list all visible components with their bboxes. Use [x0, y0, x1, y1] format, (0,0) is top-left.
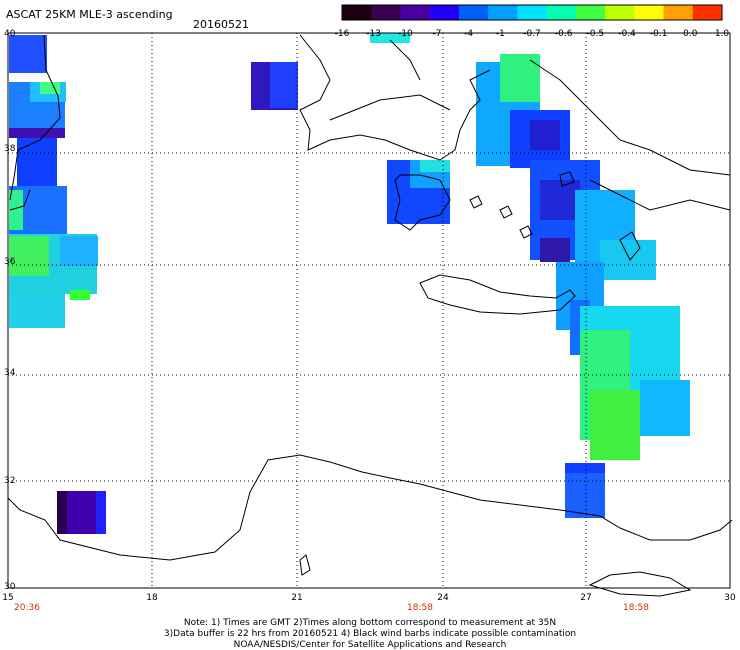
footer-note-line-2: 3)Data buffer is 22 hrs from 20160521 4)… — [163, 629, 577, 639]
lon-label-30: 30 — [724, 593, 736, 603]
colorbar-label-11: 0.0 — [683, 29, 698, 39]
colorbar-swatch-5 — [488, 5, 518, 20]
colorbar-label-8: -0.5 — [586, 29, 605, 39]
lat-label-34: 34 — [4, 368, 16, 378]
colorbar-swatch-7 — [546, 5, 577, 20]
wind-swaths — [9, 33, 690, 534]
colorbar-label-7: -0.6 — [554, 29, 573, 39]
colorbar-label-9: -0.4 — [618, 29, 636, 39]
colorbar-swatch-9 — [605, 5, 635, 20]
colorbar-label-12: 1.0 — [714, 29, 730, 39]
colorbar-swatch-0 — [342, 5, 372, 20]
colorbar-label-4: -4 — [464, 29, 474, 39]
colorbar-label-1: -13 — [366, 29, 381, 39]
coastlines — [7, 34, 733, 597]
time-label-3: 18:58 — [623, 603, 649, 613]
colorbar — [341, 4, 723, 21]
colorbar-label-10: -0.1 — [649, 29, 668, 39]
colorbar-frame — [341, 4, 723, 21]
lat-label-36: 36 — [4, 257, 16, 267]
swath-west-3 — [17, 138, 57, 190]
time-label-2: 18:58 — [407, 603, 433, 613]
lon-label-27: 27 — [580, 593, 592, 603]
time-label-1: 20:36 — [14, 603, 40, 613]
footer-note-line-1: Note: 1) Times are GMT 2)Times along bot… — [183, 618, 557, 628]
colorbar-swatch-12 — [692, 5, 723, 20]
colorbar-swatch-8 — [575, 5, 606, 20]
lat-label-40: 40 — [4, 29, 16, 39]
colorbar-swatch-10 — [634, 5, 665, 20]
lon-label-24: 24 — [437, 593, 449, 603]
map-title: ASCAT 25KM MLE-3 ascending — [6, 8, 173, 21]
colorbar-label-0: -16 — [334, 29, 350, 39]
lat-lon-grid — [8, 33, 730, 588]
lat-label-32: 32 — [4, 476, 16, 486]
lat-label-38: 38 — [4, 144, 16, 154]
colorbar-swatch-2 — [400, 5, 431, 20]
colorbar-swatch-4 — [458, 5, 489, 20]
colorbar-swatch-6 — [517, 5, 548, 20]
lon-label-18: 18 — [146, 593, 158, 603]
colorbar-swatch-3 — [429, 5, 460, 20]
colorbar-label-5: -1 — [495, 29, 505, 39]
colorbar-swatch-1 — [371, 5, 401, 20]
swath-west-1 — [9, 35, 47, 73]
footer-note-line-3: NOAA/NESDIS/Center for Satellite Applica… — [233, 640, 507, 650]
lon-label-21: 21 — [291, 593, 303, 603]
colorbar-label-6: -0.7 — [523, 29, 541, 39]
colorbar-label-2: -10 — [397, 29, 413, 39]
lat-label-30: 30 — [4, 582, 16, 592]
colorbar-label-3: -7 — [432, 29, 442, 39]
footer-note: Note: 1) Times are GMT 2)Times along bot… — [0, 618, 740, 650]
lon-label-15: 15 — [2, 593, 14, 603]
map-date: 20160521 — [193, 18, 249, 31]
colorbar-swatch-11 — [663, 5, 694, 20]
